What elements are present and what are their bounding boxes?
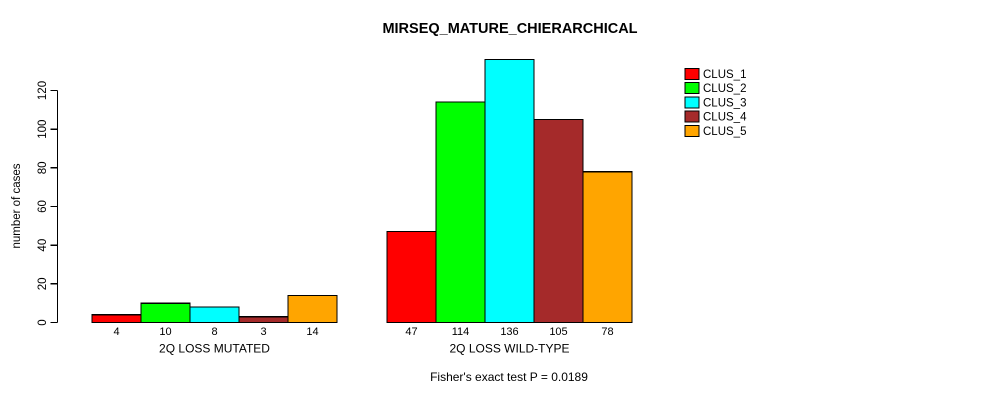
bar-clus_5-1 — [287, 294, 338, 324]
bar-clus_2-1 — [140, 302, 191, 324]
bar-value-label: 8 — [211, 326, 217, 338]
bar-clus_5-2 — [582, 171, 633, 324]
fisher-test-note: Fisher's exact test P = 0.0189 — [430, 370, 588, 384]
category-labels: 2Q LOSS MUTATED 2Q LOSS WILD-TYPE — [159, 342, 569, 356]
bar-clus_1-1 — [91, 314, 142, 324]
y-tick-label: 0 — [37, 319, 49, 325]
y-tick-label: 80 — [37, 161, 49, 174]
y-tick-label: 40 — [37, 239, 49, 252]
bar-value-label: 3 — [260, 326, 266, 338]
bar-value-label: 114 — [452, 326, 470, 338]
legend-swatch-clus_3 — [684, 96, 700, 109]
bar-value-label: 78 — [601, 326, 613, 338]
bar-value-label: 14 — [306, 326, 318, 338]
bar-value-label: 136 — [500, 326, 518, 338]
category-label: 2Q LOSS MUTATED — [159, 342, 270, 356]
category-label: 2Q LOSS WILD-TYPE — [449, 342, 569, 356]
legend-swatch-clus_5 — [684, 124, 700, 137]
bar-value-labels: 4 10 8 3 14 47 114 136 105 78 — [113, 326, 613, 338]
bar-clus_4-2 — [533, 118, 584, 324]
bar-value-label: 105 — [549, 326, 567, 338]
legend-swatch-clus_2 — [684, 82, 700, 95]
bar-value-label: 4 — [113, 326, 119, 338]
legend-swatch-clus_4 — [684, 110, 700, 123]
y-tick-label: 100 — [37, 120, 49, 139]
y-axis: 0 20 40 60 80 100 120 — [37, 81, 59, 326]
legend: CLUS_1 CLUS_2 CLUS_3 CLUS_4 CLUS_5 — [684, 68, 747, 138]
bar-clus_4-1 — [238, 316, 289, 324]
legend-label: CLUS_5 — [703, 126, 746, 138]
bar-value-label: 10 — [159, 326, 171, 338]
legend-label: CLUS_4 — [703, 112, 747, 124]
y-tick-label: 120 — [37, 81, 49, 100]
bar-clus_1-2 — [386, 231, 437, 324]
bar-value-label: 47 — [405, 326, 417, 338]
legend-label: CLUS_3 — [703, 97, 746, 109]
bars-group — [91, 58, 633, 324]
bar-clus_2-2 — [435, 101, 486, 324]
y-axis-title: number of cases — [11, 163, 23, 248]
legend-label: CLUS_1 — [703, 69, 746, 81]
y-tick-label: 20 — [37, 277, 49, 290]
chart-title: MIRSEQ_MATURE_CHIERARCHICAL — [382, 21, 637, 37]
legend-swatch-clus_1 — [684, 68, 700, 80]
legend-label: CLUS_2 — [703, 83, 746, 95]
bar-clus_3-1 — [189, 306, 240, 324]
y-tick-label: 60 — [37, 200, 49, 213]
bar-clus_3-2 — [484, 58, 535, 324]
